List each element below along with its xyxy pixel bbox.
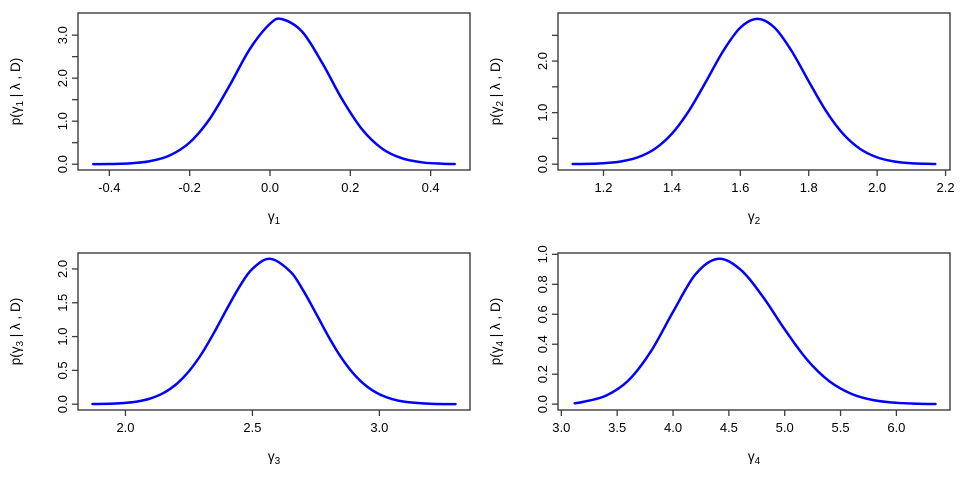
y-tick-label: 0.2 (535, 365, 550, 383)
x-tick-label: 2.5 (243, 420, 261, 435)
y-tick-label: 1.0 (535, 104, 550, 122)
x-tick-label: 4.0 (664, 420, 682, 435)
y-tick-label: 0.0 (535, 395, 550, 413)
y-axis-title: p(γ2 | λ , D) (488, 58, 506, 126)
y-tick-label: 1.0 (535, 245, 550, 263)
x-tick-label: 0.0 (261, 180, 279, 195)
x-tick-label: 0.4 (422, 180, 440, 195)
y-tick-label: 0.0 (55, 155, 70, 173)
density-panel-gamma-3: 2.0 2.5 3.0 0.0 0.5 1.0 1.5 2.0 γ3 p(γ3 | λ , D) (8, 252, 471, 467)
y-tick-label: 1.5 (55, 294, 70, 312)
x-tick-label: 4.5 (720, 420, 738, 435)
y-axis-title: p(γ4 | λ , D) (488, 298, 506, 366)
x-tick-label: 2.0 (868, 180, 886, 195)
x-tick-label: -0.2 (178, 180, 200, 195)
y-tick-label: 2.0 (55, 260, 70, 278)
y-axis-title: p(γ3 | λ , D) (8, 298, 26, 366)
density-curve (573, 257, 937, 406)
x-tick-label: 3.0 (370, 420, 388, 435)
density-panel-gamma-2: 1.2 1.4 1.6 1.8 2.0 2.2 0.0 1.0 2.0 γ2 p(γ2 | λ , … (488, 12, 955, 227)
y-tick-label: 0.4 (535, 335, 550, 353)
density-panel-gamma-4: 3.0 3.5 4.0 4.5 5.0 5.5 6.0 0.0 0.2 0.4 0.6 0.8 1.0 γ… (488, 245, 951, 467)
plot-box (77, 252, 471, 411)
density-curve (91, 257, 457, 406)
density-curve (571, 17, 937, 166)
x-tick-label: 1.6 (731, 180, 749, 195)
x-axis-title: γ2 (748, 209, 761, 227)
x-tick-label: 5.0 (776, 420, 794, 435)
x-tick-label: 5.5 (832, 420, 850, 435)
x-tick-label: 3.5 (608, 420, 626, 435)
y-tick-label: 2.0 (535, 52, 550, 70)
x-tick-label: 1.2 (594, 180, 612, 195)
y-tick-label: 0.0 (55, 395, 70, 413)
y-tick-label: 1.0 (55, 112, 70, 130)
x-axis-title: γ3 (268, 449, 281, 467)
x-tick-label: 1.8 (800, 180, 818, 195)
x-tick-label: 6.0 (887, 420, 905, 435)
y-tick-label: 1.0 (55, 328, 70, 346)
y-tick-label: 0.6 (535, 305, 550, 323)
x-axis-title: γ1 (268, 209, 281, 227)
x-tick-label: 3.0 (552, 420, 570, 435)
y-tick-label: 2.0 (55, 69, 70, 87)
x-tick-label: 2.0 (116, 420, 134, 435)
y-tick-label: 3.0 (55, 26, 70, 44)
density-curve (92, 17, 456, 166)
x-tick-label: 0.2 (341, 180, 359, 195)
y-axis-title: p(γ1 | λ , D) (8, 58, 26, 126)
x-axis-title: γ4 (748, 449, 761, 467)
y-tick-label: 0.5 (55, 361, 70, 379)
x-tick-label: -0.4 (98, 180, 120, 195)
x-tick-label: 2.2 (937, 180, 955, 195)
plot-box (557, 12, 951, 171)
density-panel-gamma-1: -0.4 -0.2 0.0 0.2 0.4 0.0 1.0 2.0 3.0 γ1 p(γ1 | λ … (8, 12, 471, 227)
plot-box (77, 12, 471, 171)
plot-box (557, 252, 951, 411)
y-tick-label: 0.8 (535, 275, 550, 293)
y-tick-label: 0.0 (535, 155, 550, 173)
x-tick-label: 1.4 (663, 180, 681, 195)
